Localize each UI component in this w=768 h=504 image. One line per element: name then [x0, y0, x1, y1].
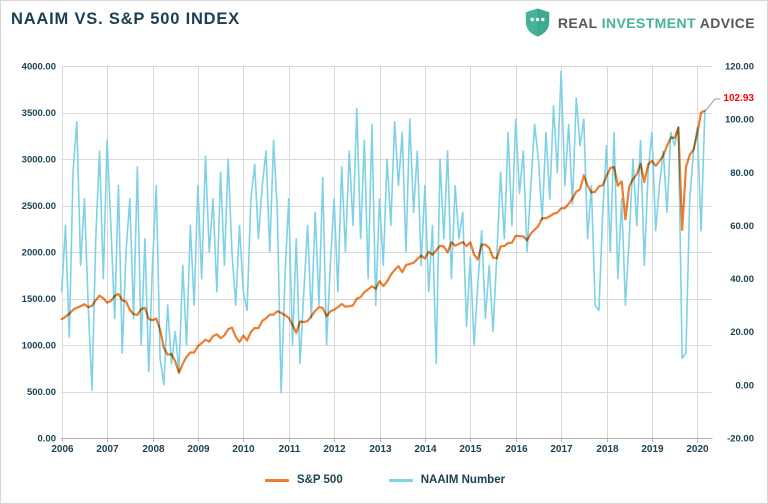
right-axis-tick-label: 0.00 — [736, 380, 755, 391]
x-axis-tick-label: 2019 — [641, 444, 664, 455]
x-axis-tick-label: 2006 — [51, 444, 74, 455]
sp500-line — [60, 109, 706, 374]
x-axis-tick-label: 2020 — [686, 444, 709, 455]
left-axis-tick-label: 3000.00 — [22, 155, 56, 166]
brand-logo: REAL INVESTMENT ADVICE — [525, 8, 755, 37]
left-axis-tick-label: 2500.00 — [22, 201, 56, 212]
left-axis-tick-label: 0.00 — [38, 434, 57, 445]
left-axis-tick-label: 500.00 — [27, 387, 56, 398]
right-axis-tick-label: 80.00 — [730, 168, 754, 179]
x-axis-tick-label: 2016 — [505, 444, 528, 455]
brand-word-real: REAL — [557, 14, 598, 31]
left-axis-tick-label: 1500.00 — [22, 294, 56, 305]
right-axis-tick-label: -20.00 — [727, 434, 754, 445]
x-axis-tick-label: 2009 — [187, 444, 210, 455]
right-axis-tick-label: 120.00 — [725, 62, 754, 73]
x-axis-tick-label: 2017 — [550, 444, 573, 455]
legend-label-naaim: NAAIM Number — [420, 474, 506, 486]
legend-label-sp500: S&P 500 — [296, 474, 343, 486]
naaim-number-line — [60, 70, 706, 394]
last-value-annotation: 102.93 — [723, 93, 754, 104]
x-axis-tick-label: 2018 — [596, 444, 619, 455]
left-axis-tick-label: 4000.00 — [22, 62, 56, 73]
brand-word-advice: ADVICE — [699, 14, 755, 31]
naaim-swatch-icon — [388, 478, 413, 482]
left-axis-tick-label: 2000.00 — [22, 248, 56, 259]
legend-item-naaim: NAAIM Number — [388, 474, 506, 486]
x-axis-tick-label: 2013 — [369, 444, 392, 455]
x-axis-tick-label: 2008 — [142, 444, 165, 455]
x-axis-tick-label: 2012 — [323, 444, 346, 455]
right-axis-tick-label: 40.00 — [730, 274, 754, 285]
x-axis-tick-label: 2010 — [232, 444, 255, 455]
x-axis-tick-label: 2015 — [459, 444, 482, 455]
x-axis-tick-label: 2011 — [279, 444, 301, 455]
shield-icon — [525, 8, 550, 37]
x-axis-tick-label: 2014 — [414, 444, 437, 455]
legend-item-sp500: S&P 500 — [264, 474, 343, 486]
right-axis-tick-label: 20.00 — [730, 327, 754, 338]
left-axis-tick-label: 3500.00 — [22, 108, 56, 119]
brand-wordmark: REAL INVESTMENT ADVICE — [558, 15, 755, 31]
right-axis-tick-label: 60.00 — [730, 221, 754, 232]
annotation-leader-line — [704, 98, 720, 112]
chart-title: NAAIM VS. S&P 500 INDEX — [11, 10, 240, 28]
x-axis-tick-label: 2007 — [96, 444, 119, 455]
brand-word-investment: INVESTMENT — [601, 14, 696, 31]
sp500-swatch-icon — [264, 478, 289, 482]
right-axis-tick-label: 100.00 — [725, 115, 754, 126]
left-axis-tick-label: 1000.00 — [22, 341, 56, 352]
chart-legend: S&P 500 NAAIM Number — [1, 474, 767, 486]
